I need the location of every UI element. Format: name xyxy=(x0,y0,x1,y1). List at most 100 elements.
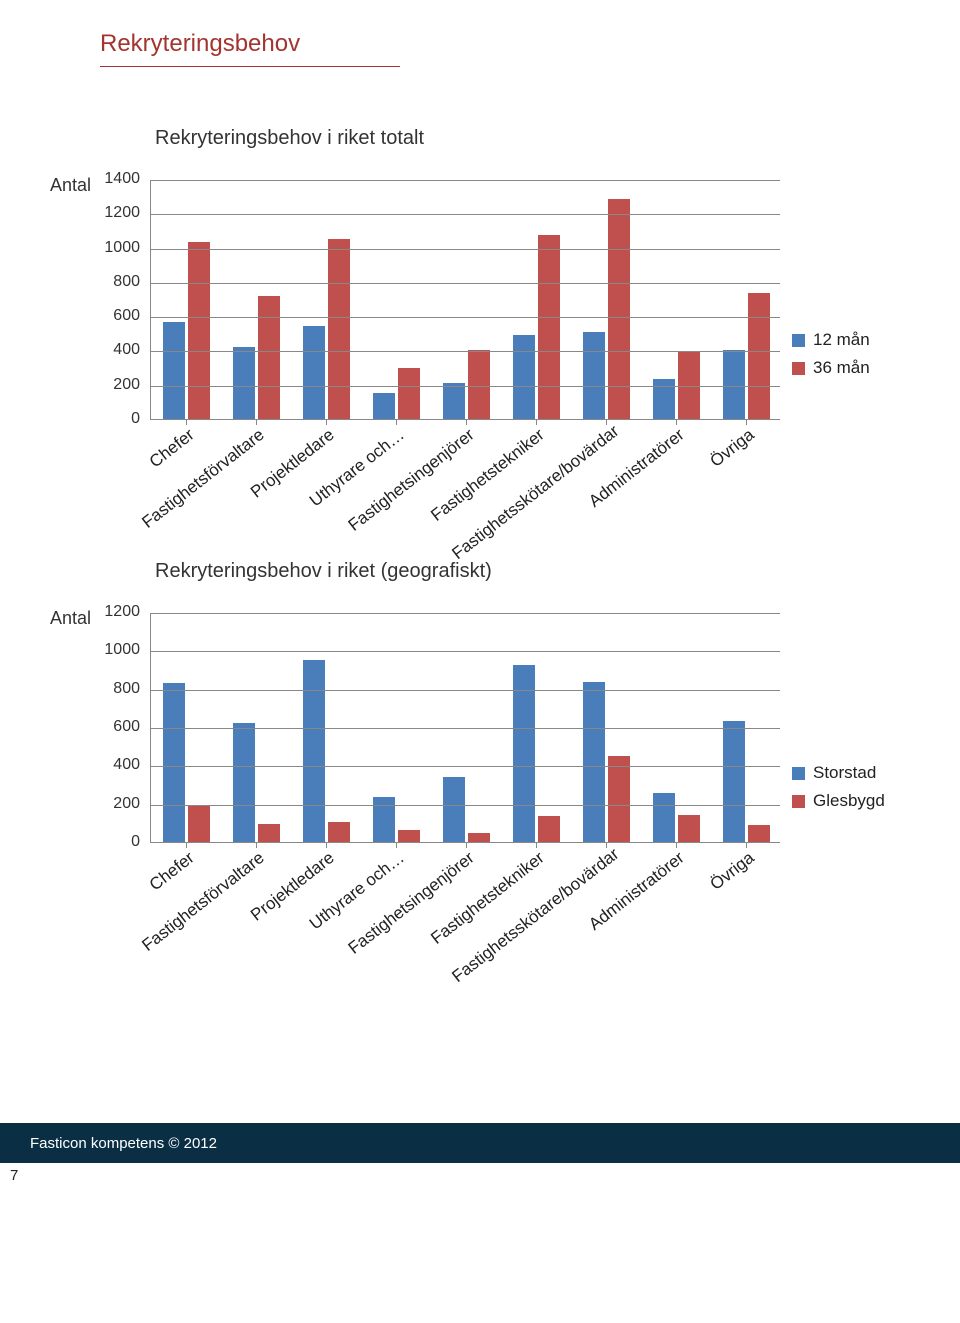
legend-label: Glesbygd xyxy=(813,791,885,811)
bar xyxy=(188,805,210,842)
gridline xyxy=(151,613,780,614)
section-title: Rekryteringsbehov xyxy=(40,20,920,66)
bar xyxy=(608,756,630,842)
x-tick xyxy=(536,419,537,425)
y-tick-label: 800 xyxy=(113,681,140,697)
bar xyxy=(538,235,560,419)
y-tick-label: 200 xyxy=(113,377,140,393)
y-tick-label: 800 xyxy=(113,274,140,290)
x-tick xyxy=(186,419,187,425)
bar xyxy=(723,721,745,842)
bar xyxy=(328,822,350,842)
chart-1: Rekryteringsbehov i riket totalt Antal 1… xyxy=(40,127,920,420)
x-tick xyxy=(396,419,397,425)
chart-2-plot: CheferFastighetsförvaltareProjektledareU… xyxy=(150,613,780,843)
bar xyxy=(748,293,770,419)
bar xyxy=(443,777,465,842)
legend-item: 12 mån xyxy=(792,330,870,350)
bar xyxy=(443,383,465,419)
y-tick-label: 1200 xyxy=(104,205,140,221)
gridline xyxy=(151,351,780,352)
chart-2-legend: Storstad Glesbygd xyxy=(792,613,885,811)
x-tick xyxy=(466,419,467,425)
gridline xyxy=(151,805,780,806)
gridline xyxy=(151,766,780,767)
bar xyxy=(233,347,255,419)
x-tick xyxy=(326,842,327,848)
chart-1-legend: 12 mån 36 mån xyxy=(792,180,870,378)
y-tick-label: 400 xyxy=(113,757,140,773)
bar xyxy=(233,723,255,842)
legend-label: 36 mån xyxy=(813,358,870,378)
y-tick-label: 600 xyxy=(113,719,140,735)
y-tick-label: 1400 xyxy=(104,171,140,187)
gridline xyxy=(151,317,780,318)
bar xyxy=(583,332,605,419)
gridline xyxy=(151,386,780,387)
gridline xyxy=(151,249,780,250)
bar xyxy=(748,825,770,842)
bar xyxy=(258,824,280,842)
x-tick xyxy=(676,419,677,425)
page-number: 7 xyxy=(10,1167,960,1184)
legend-item: Glesbygd xyxy=(792,791,885,811)
bar xyxy=(328,239,350,419)
bar xyxy=(373,393,395,419)
bar xyxy=(398,830,420,842)
bar xyxy=(468,833,490,842)
x-tick xyxy=(396,842,397,848)
x-tick xyxy=(186,842,187,848)
y-tick-label: 0 xyxy=(131,411,140,427)
chart-2: Rekryteringsbehov i riket (geografiskt) … xyxy=(40,560,920,843)
bar xyxy=(583,682,605,842)
legend-swatch xyxy=(792,362,805,375)
chart-2-y-axis: 120010008006004002000 xyxy=(100,613,150,843)
gridline xyxy=(151,728,780,729)
x-tick xyxy=(256,842,257,848)
bar xyxy=(163,322,185,419)
chart-1-plot: CheferFastighetsförvaltareProjektledareU… xyxy=(150,180,780,420)
bar xyxy=(513,665,535,842)
chart-1-axis-title: Antal xyxy=(50,175,91,196)
footer-text: Fasticon kompetens © 2012 xyxy=(30,1135,217,1152)
legend-item: 36 mån xyxy=(792,358,870,378)
legend-label: 12 mån xyxy=(813,330,870,350)
y-tick-label: 1000 xyxy=(104,240,140,256)
x-tick xyxy=(536,842,537,848)
bar xyxy=(398,368,420,419)
y-tick-label: 0 xyxy=(131,834,140,850)
bar xyxy=(538,816,560,842)
legend-swatch xyxy=(792,767,805,780)
y-tick-label: 600 xyxy=(113,308,140,324)
legend-swatch xyxy=(792,334,805,347)
x-tick xyxy=(326,419,327,425)
x-tick xyxy=(676,842,677,848)
footer-bar: Fasticon kompetens © 2012 xyxy=(0,1123,960,1163)
x-tick xyxy=(256,419,257,425)
bar xyxy=(653,793,675,842)
bar xyxy=(188,242,210,419)
y-tick-label: 200 xyxy=(113,796,140,812)
y-tick-label: 1200 xyxy=(104,604,140,620)
chart-2-axis-title: Antal xyxy=(50,608,91,629)
gridline xyxy=(151,180,780,181)
bar xyxy=(678,815,700,842)
legend-label: Storstad xyxy=(813,763,876,783)
title-rule xyxy=(100,66,400,67)
gridline xyxy=(151,283,780,284)
chart-2-title: Rekryteringsbehov i riket (geografiskt) xyxy=(155,560,920,583)
y-tick-label: 400 xyxy=(113,342,140,358)
chart-1-title: Rekryteringsbehov i riket totalt xyxy=(155,127,920,150)
bar xyxy=(303,326,325,419)
bar xyxy=(303,660,325,842)
gridline xyxy=(151,214,780,215)
x-tick xyxy=(746,842,747,848)
x-tick xyxy=(466,842,467,848)
bar xyxy=(163,683,185,842)
x-tick xyxy=(746,419,747,425)
legend-item: Storstad xyxy=(792,763,885,783)
gridline xyxy=(151,690,780,691)
gridline xyxy=(151,651,780,652)
bar xyxy=(258,296,280,419)
legend-swatch xyxy=(792,795,805,808)
